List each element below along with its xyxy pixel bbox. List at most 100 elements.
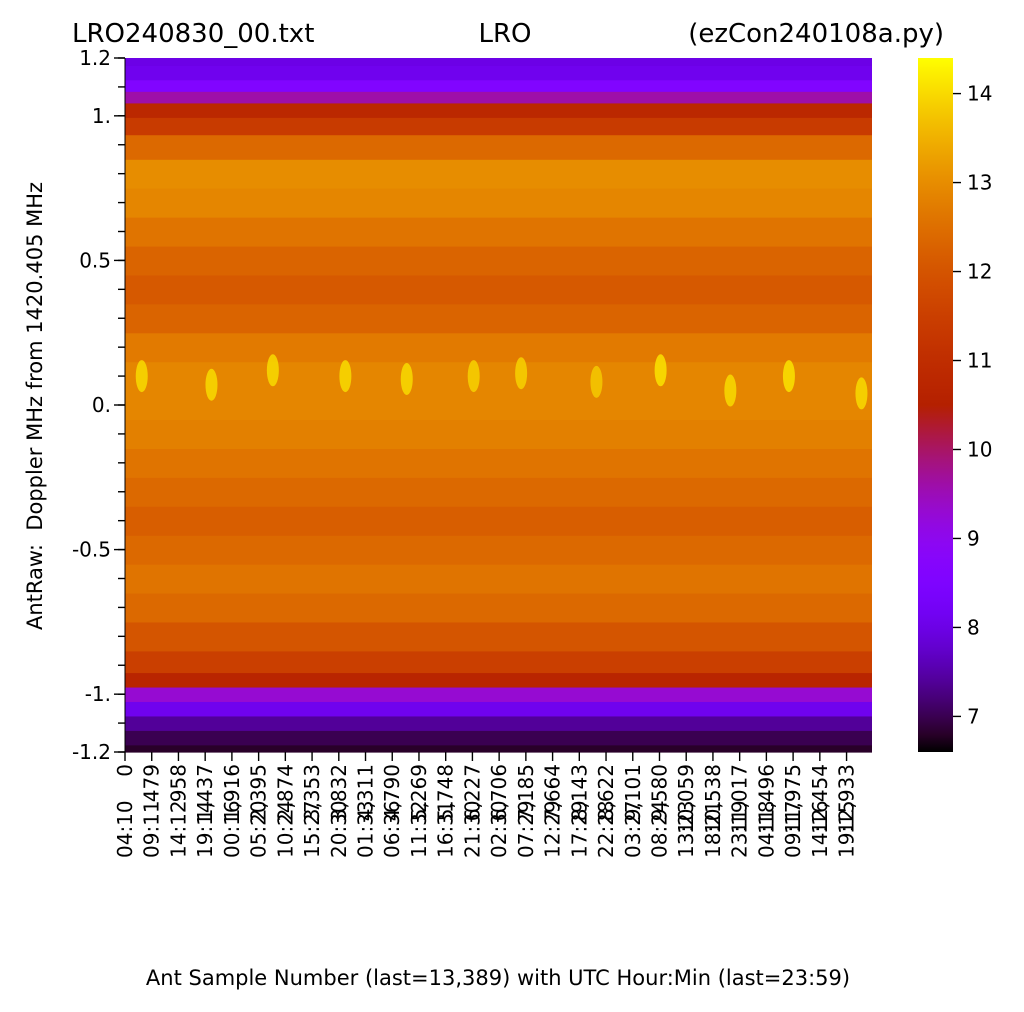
hydrogen-peak	[135, 360, 148, 393]
heatmap-band	[125, 245, 872, 276]
x-tick-utc-label: 07:29	[514, 800, 538, 858]
colorbar-tick-label: 8	[967, 615, 980, 639]
x-tick-sample-label: 10,059	[674, 764, 698, 834]
x-tick-sample-label: 5,748	[434, 764, 458, 821]
heatmap-band	[125, 592, 872, 623]
x-tick-sample-label: 6,227	[460, 764, 484, 821]
heatmap-band	[125, 117, 872, 136]
x-tick-sample-label: 1,916	[220, 764, 244, 821]
x-tick-utc-label: 19:14	[193, 800, 217, 858]
heatmap-band	[125, 730, 872, 746]
y-tick-label: -1.2	[72, 740, 111, 764]
x-tick-utc-label: 18:21	[701, 800, 725, 858]
x-tick-sample-label: 9,101	[621, 764, 645, 821]
y-tick-label: 0.	[92, 393, 111, 417]
x-tick-utc-label: 21:30	[460, 800, 484, 858]
x-tick-sample-label: 8,143	[567, 764, 591, 821]
y-tick-label: 0.5	[79, 248, 111, 272]
hydrogen-peak	[590, 365, 603, 398]
x-tick-sample-label: 3,832	[327, 764, 351, 821]
x-tick-utc-label: 04:18	[754, 800, 778, 858]
y-tick-label: -0.5	[72, 538, 111, 562]
y-tick-label: -1.	[85, 682, 111, 706]
x-tick-utc-label: 06:36	[380, 800, 404, 858]
x-tick-utc-label: 14:12	[166, 800, 190, 858]
chart-title-program: (ezCon240108a.py)	[688, 19, 944, 49]
hydrogen-line-peaks	[135, 354, 868, 410]
heatmap-band	[125, 621, 872, 652]
colorbar-tick-label: 7	[967, 704, 980, 728]
x-tick-utc-label: 00:16	[220, 800, 244, 858]
colorbar	[918, 58, 953, 752]
heatmap-band	[125, 102, 872, 118]
x-tick-sample-label: 6,706	[487, 764, 511, 821]
x-tick-utc-label: 05:20	[247, 800, 271, 858]
heatmap-band	[125, 535, 872, 565]
x-tick-sample-label: 8,622	[594, 764, 618, 821]
hydrogen-peak	[515, 357, 528, 390]
heatmap-band	[125, 159, 872, 189]
x-tick-utc-label: 22:28	[594, 800, 618, 858]
x-tick-sample-label: 5,269	[407, 764, 431, 821]
heatmap-band	[125, 274, 872, 305]
x-tick-sample-label: 11,017	[728, 764, 752, 834]
heatmap-band	[125, 650, 872, 674]
heatmap-band	[125, 448, 872, 478]
x-tick-utc-label: 17:29	[567, 800, 591, 858]
x-tick-sample-label: 1,437	[193, 764, 217, 821]
x-tick-utc-label: 23:19	[728, 800, 752, 858]
heatmap-band	[125, 506, 872, 536]
heatmap-band	[125, 65, 872, 81]
x-tick-sample-label: 3,353	[300, 764, 324, 821]
x-tick-sample-label: 11,496	[754, 764, 778, 834]
hydrogen-peak	[782, 360, 795, 393]
x-tick-sample-label: 0	[113, 764, 137, 777]
heatmap-band	[125, 701, 872, 717]
x-tick-utc-label: 04:10	[113, 800, 137, 858]
x-tick-sample-label: 9,580	[647, 764, 671, 821]
heatmap-band	[125, 686, 872, 702]
heatmap-band	[125, 715, 872, 731]
y-tick-label: 1.2	[79, 46, 111, 70]
heatmap-band	[125, 564, 872, 594]
x-axis: 0 04:1047909:1195814:121,43719:141,91600:…	[113, 752, 859, 858]
x-tick-sample-label: 10,538	[701, 764, 725, 834]
y-axis: 1.2 1. 0.5 0. -0.5 -1. -1.2	[72, 46, 125, 764]
hydrogen-peak	[654, 354, 667, 387]
heatmap-band	[125, 390, 872, 421]
hydrogen-peak	[400, 362, 413, 395]
x-tick-sample-label: 2,395	[247, 764, 271, 821]
heatmap-band	[125, 477, 872, 507]
x-tick-sample-label: 7,664	[541, 764, 565, 821]
x-tick-utc-label: 08:24	[647, 800, 671, 858]
x-tick-sample-label: 11,975	[781, 764, 805, 834]
heatmap-band	[125, 188, 872, 218]
chart-title-site: LRO	[478, 19, 531, 49]
colorbar-tick-label: 9	[967, 526, 980, 550]
x-tick-sample-label: 4,311	[354, 764, 378, 821]
heatmap-band	[125, 134, 872, 160]
colorbar-tick-label: 12	[967, 260, 992, 284]
heatmap-band	[125, 58, 872, 66]
colorbar-tick-label: 13	[967, 171, 992, 195]
x-tick-utc-label: 02:30	[487, 800, 511, 858]
x-tick-utc-label: 01:33	[354, 800, 378, 858]
hydrogen-peak	[724, 374, 737, 407]
heatmap-band	[125, 79, 872, 92]
x-tick-utc-label: 13:23	[674, 800, 698, 858]
x-tick-sample-label: 958	[166, 764, 190, 802]
x-tick-sample-label: 2,874	[273, 764, 297, 821]
x-tick-utc-label: 12:29	[541, 800, 565, 858]
x-tick-utc-label: 19:15	[835, 800, 859, 858]
colorbar-tick-label: 10	[967, 437, 992, 461]
x-tick-utc-label: 14:16	[808, 800, 832, 858]
hydrogen-peak	[467, 360, 480, 393]
hydrogen-peak	[339, 360, 352, 393]
heatmap-band	[125, 744, 872, 753]
x-tick-utc-label: 15:27	[300, 800, 324, 858]
x-tick-utc-label: 09:11	[140, 800, 164, 858]
heatmap-plot-area	[124, 58, 872, 753]
x-tick-sample-label: 12,933	[835, 764, 859, 834]
x-tick-sample-label: 4,790	[380, 764, 404, 821]
